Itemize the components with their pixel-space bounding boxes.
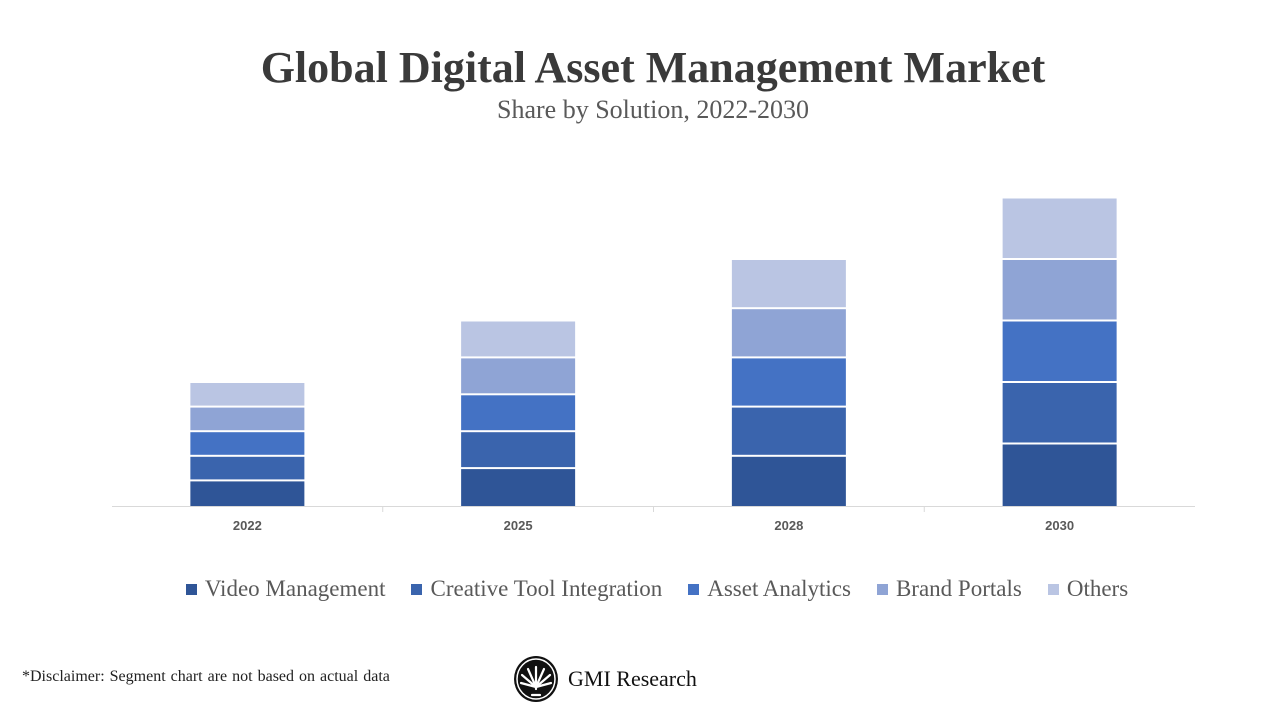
chart-title: Global Digital Asset Management Market: [260, 43, 1046, 92]
x-tick-label: 2022: [233, 518, 262, 533]
legend-item: Asset Analytics: [688, 576, 851, 602]
bar-segment-brand-portals: [1002, 260, 1117, 320]
gmi-tree-logo-icon: [514, 656, 558, 702]
bar-segment-brand-portals: [190, 407, 305, 431]
legend-swatch: [688, 583, 700, 595]
bar-segment-asset-analytics: [731, 358, 846, 406]
legend-swatch: [185, 583, 197, 595]
legend-item: Brand Portals: [876, 576, 1022, 602]
bar-segment-video-management: [461, 469, 576, 506]
legend-item: Video Management: [185, 576, 386, 602]
legend-swatch: [876, 583, 888, 595]
legend-label: Brand Portals: [895, 576, 1022, 601]
stacked-bar-chart: 2022 2025 2028 2030: [112, 198, 1195, 533]
bar-segment-video-management: [731, 456, 846, 506]
bar-segment-creative-tool-integration: [731, 407, 846, 455]
bar-segment-asset-analytics: [190, 432, 305, 455]
bar-segment-creative-tool-integration: [190, 456, 305, 480]
bar-segment-asset-analytics: [1002, 321, 1117, 381]
bar-segment-others: [190, 383, 305, 406]
x-tick-label: 2028: [774, 518, 803, 533]
legend-label: Others: [1066, 576, 1129, 601]
bar-segment-video-management: [190, 481, 305, 506]
x-tick-label: 2030: [1045, 518, 1074, 533]
brand-logo: GMI Research: [512, 655, 697, 703]
bar-segment-others: [731, 260, 846, 308]
bar-segment-brand-portals: [461, 358, 576, 394]
legend-label: Creative Tool Integration: [430, 576, 663, 601]
legend-swatch: [1047, 583, 1059, 595]
legend-label: Video Management: [204, 576, 386, 601]
brand-name: GMI Research: [568, 666, 697, 691]
disclaimer: *Disclaimer: Segment chart are not based…: [22, 668, 390, 685]
chart-subtitle: Share by Solution, 2022-2030: [497, 95, 809, 124]
bar-segment-brand-portals: [731, 309, 846, 357]
bar-segment-creative-tool-integration: [461, 432, 576, 468]
bar-segment-others: [1002, 198, 1117, 258]
legend-swatch: [411, 583, 423, 595]
x-tick-label: 2025: [504, 518, 533, 533]
legend-item: Creative Tool Integration: [411, 576, 662, 602]
legend-item: Others: [1047, 576, 1129, 602]
bar-segment-others: [461, 321, 576, 357]
legend-label: Asset Analytics: [707, 576, 851, 601]
bar-segment-creative-tool-integration: [1002, 383, 1117, 443]
bar-segment-asset-analytics: [461, 395, 576, 431]
legend: Video Management Creative Tool Integratio…: [0, 576, 1280, 602]
bar-segment-video-management: [1002, 444, 1117, 506]
